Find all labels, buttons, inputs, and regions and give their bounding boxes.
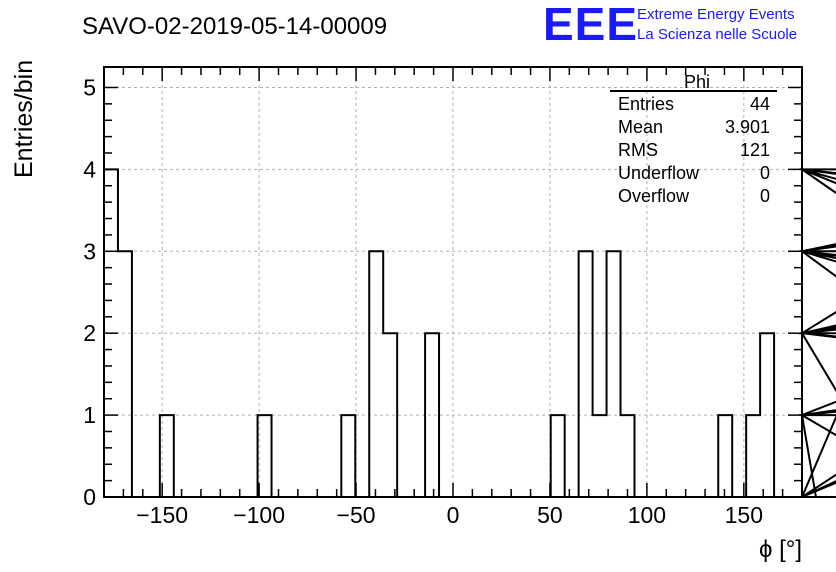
y-tick-label: 0	[83, 484, 96, 510]
stats-label: Entries	[618, 94, 674, 114]
x-tick-labels: −150 −100 −50 0 50 100 150	[136, 502, 763, 528]
x-tick-label: 100	[628, 502, 666, 528]
y-tick-label: 1	[83, 402, 96, 428]
x-tick-label: −100	[233, 502, 285, 528]
stats-value: 0	[760, 186, 770, 206]
y-tick-label: 2	[83, 320, 96, 346]
eee-logo: EEE	[543, 0, 638, 50]
stats-label: Mean	[618, 117, 663, 137]
stats-value: 44	[750, 94, 770, 114]
logo-line-1: Extreme Energy Events	[637, 6, 795, 23]
stats-label: Underflow	[618, 163, 700, 183]
stats-value: 3.901	[725, 117, 770, 137]
grid-lines	[104, 67, 802, 497]
y-axis-title: Entries/bin	[10, 60, 38, 178]
x-tick-label: −50	[337, 502, 376, 528]
stats-label: RMS	[618, 140, 658, 160]
x-tick-label: 0	[447, 502, 460, 528]
y-tick-labels: 0 1 2 3 4 5	[83, 74, 96, 510]
stats-value: 0	[760, 163, 770, 183]
y-tick-label: 5	[83, 74, 96, 100]
stats-value: 121	[740, 140, 770, 160]
logo-line-2: La Scienza nelle Scuole	[637, 26, 797, 43]
stats-label: Overflow	[618, 186, 690, 206]
y-tick-label: 4	[83, 156, 96, 182]
plot-frame	[103, 66, 803, 498]
x-axis-title: ϕ [°]	[759, 536, 802, 563]
stats-title: Phi	[684, 72, 710, 92]
run-title: SAVO-02-2019-05-14-00009	[82, 13, 387, 40]
x-tick-label: −150	[136, 502, 188, 528]
x-tick-label: 50	[537, 502, 563, 528]
axis-ticks	[104, 67, 802, 498]
y-tick-label: 3	[83, 238, 96, 264]
stats-box: Phi Entries 44 Mean 3.901 RMS 121 Underflow 0 Ov…	[610, 72, 777, 206]
x-tick-label: 150	[725, 502, 763, 528]
